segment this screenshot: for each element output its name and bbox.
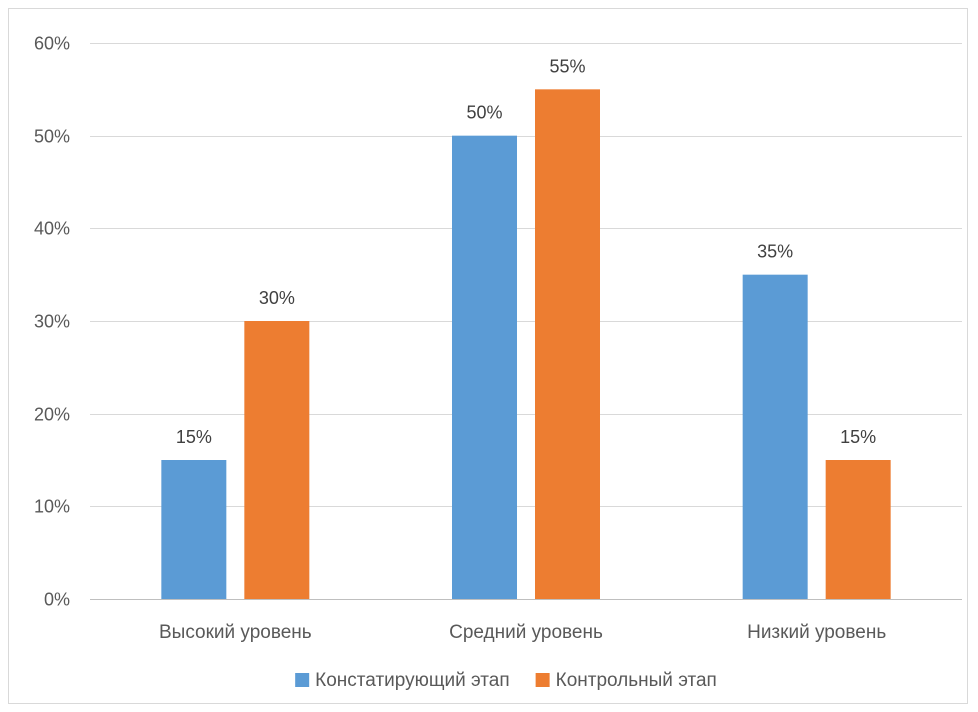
y-tick-label: 50% (34, 127, 70, 147)
data-label: 55% (549, 56, 585, 76)
bar (535, 89, 600, 599)
legend-item: Констатирующий этап (295, 670, 510, 691)
bar (825, 460, 891, 599)
bar (244, 321, 310, 599)
legend-swatch (535, 673, 550, 687)
gridlines (90, 43, 962, 600)
y-tick-label: 20% (34, 405, 70, 425)
data-label: 15% (840, 427, 876, 447)
category-label: Средний уровень (449, 622, 603, 643)
bar (742, 274, 808, 599)
x-axis-category-labels: Высокий уровень Средний уровень Низкий уро… (159, 622, 886, 643)
legend: Констатирующий этап Контрольный этап (295, 670, 717, 691)
bar (161, 460, 227, 599)
category-label: Низкий уровень (747, 622, 886, 643)
data-label: 15% (176, 427, 212, 447)
data-labels: 15% 30% 50% 55% 35% 15% (176, 56, 876, 447)
y-tick-label: 40% (34, 219, 70, 239)
y-tick-label: 10% (34, 497, 70, 517)
category-label: Высокий уровень (159, 622, 312, 643)
y-axis-tick-labels: 0% 10% 20% 30% 40% 50% 60% (34, 34, 70, 610)
y-tick-label: 0% (44, 590, 70, 610)
legend-label: Констатирующий этап (315, 670, 509, 691)
legend-item: Контрольный этап (535, 670, 717, 691)
legend-label: Контрольный этап (556, 670, 717, 691)
data-label: 50% (466, 103, 502, 123)
bar (452, 135, 517, 599)
bars (161, 89, 891, 599)
y-tick-label: 30% (34, 312, 70, 332)
y-tick-label: 60% (34, 34, 70, 54)
legend-swatch (295, 673, 310, 687)
data-label: 30% (259, 288, 295, 308)
data-label: 35% (757, 242, 793, 262)
